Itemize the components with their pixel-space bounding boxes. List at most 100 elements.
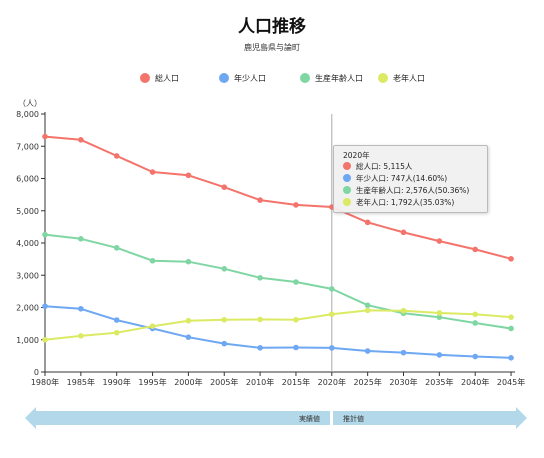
data-point-elderly xyxy=(364,307,371,314)
y-axis-label: （人） xyxy=(18,99,42,108)
data-point-elderly xyxy=(185,317,192,324)
data-point-young xyxy=(400,349,407,356)
legend-label-elderly: 老年人口 xyxy=(393,73,425,83)
data-point-working xyxy=(364,302,371,309)
series-line-working xyxy=(44,233,513,330)
data-point-young xyxy=(436,352,443,358)
x-tick-label: 1980年 xyxy=(31,377,59,387)
data-point-working xyxy=(472,320,479,326)
legend-label-working: 生産年齢人口 xyxy=(315,73,363,83)
tooltip-header: 2020年 xyxy=(343,151,370,160)
data-point-young xyxy=(364,348,371,354)
legend-item-total[interactable]: 総人口 xyxy=(140,72,179,84)
x-tick-label: 2000年 xyxy=(174,377,202,387)
actual-band-label: 実績値 xyxy=(299,415,320,423)
data-point-working xyxy=(113,245,120,251)
data-point-working xyxy=(329,286,335,292)
tooltip-text-total: 総人口: 5,115人 xyxy=(356,161,413,171)
actual-band-arrow xyxy=(25,407,330,429)
data-point-elderly xyxy=(400,307,407,314)
data-point-young xyxy=(472,353,479,360)
data-point-working xyxy=(293,279,299,285)
data-point-working xyxy=(436,314,443,320)
tooltip-text-working: 生産年齢人口: 2,576人(50.36%) xyxy=(356,185,470,195)
data-point-young xyxy=(508,355,514,361)
tooltip-row-working: 生産年齢人口: 2,576人(50.36%) xyxy=(343,185,469,195)
data-point-elderly xyxy=(42,336,48,343)
data-point-elderly xyxy=(436,310,443,316)
legend-label-total: 総人口 xyxy=(155,73,179,83)
data-point-young xyxy=(78,305,84,312)
x-tick-label: 1985年 xyxy=(67,377,95,387)
x-tick-label: 2025年 xyxy=(353,377,381,387)
y-tick-label: 2,000 xyxy=(16,304,39,313)
tooltip-marker-working xyxy=(343,186,351,194)
y-tick-label: 6,000 xyxy=(16,175,39,184)
data-point-young xyxy=(221,340,228,347)
y-tick-label: 0 xyxy=(34,368,39,377)
data-point-elderly xyxy=(472,311,479,318)
legend-marker-working xyxy=(300,73,310,83)
x-tick-label: 2030年 xyxy=(389,377,417,387)
legend: 総人口 年少人口 生産年齢人口 老年人口 xyxy=(0,72,544,86)
x-tick-label: 2015年 xyxy=(282,377,310,387)
data-point-elderly xyxy=(221,316,228,323)
data-point-total xyxy=(221,184,228,191)
data-point-elderly xyxy=(508,314,514,320)
data-point-elderly xyxy=(257,316,263,323)
tooltip-text-elderly: 老年人口: 1,792人(35.03%) xyxy=(356,197,455,207)
legend-item-young[interactable]: 年少人口 xyxy=(219,72,266,84)
data-point-working xyxy=(42,231,48,238)
data-point-total xyxy=(149,169,156,175)
chart-title: 人口推移 xyxy=(238,17,306,37)
data-point-working xyxy=(508,325,514,332)
series-line-young xyxy=(44,305,513,359)
data-point-elderly xyxy=(149,323,156,330)
data-point-elderly xyxy=(78,333,84,339)
series-line-total xyxy=(44,135,513,260)
projected-band-label: 推計値 xyxy=(343,415,364,423)
y-tick-label: 8,000 xyxy=(16,110,39,119)
data-point-working xyxy=(221,266,228,272)
data-point-working xyxy=(257,275,263,281)
tooltip-row-elderly: 老年人口: 1,792人(35.03%) xyxy=(343,197,454,207)
x-tick-label: 2010年 xyxy=(246,377,274,387)
data-point-total xyxy=(400,229,407,236)
data-point-elderly xyxy=(329,311,335,318)
y-tick-label: 7,000 xyxy=(16,142,39,151)
data-point-young xyxy=(42,303,48,310)
x-tick-label: 1990年 xyxy=(103,377,131,387)
legend-marker-total xyxy=(140,73,150,83)
data-point-elderly xyxy=(293,316,299,323)
tooltip-marker-total xyxy=(343,162,351,170)
x-tick-label: 1995年 xyxy=(138,377,166,387)
data-point-working xyxy=(149,257,156,264)
data-point-working xyxy=(185,258,192,265)
legend-label-young: 年少人口 xyxy=(234,73,266,83)
data-point-young xyxy=(257,345,263,351)
data-point-total xyxy=(436,238,443,244)
tooltip-marker-elderly xyxy=(343,198,351,206)
data-point-young xyxy=(113,317,120,323)
x-tick-label: 2045年 xyxy=(497,377,525,387)
tooltip-marker-young xyxy=(343,174,351,182)
tooltip-text-young: 年少人口: 747人(14.60%) xyxy=(356,173,448,183)
data-point-total xyxy=(508,256,514,262)
legend-item-working[interactable]: 生産年齢人口 xyxy=(300,72,363,84)
legend-item-elderly[interactable]: 老年人口 xyxy=(378,72,425,84)
chart-subtitle: 鹿児島県与論町 xyxy=(244,43,300,52)
data-point-elderly xyxy=(113,329,120,336)
data-point-young xyxy=(293,344,299,351)
data-point-working xyxy=(78,236,84,242)
y-tick-label: 4,000 xyxy=(16,239,39,248)
series-line-elderly xyxy=(44,309,513,341)
tooltip: 2020年 総人口: 5,115人 年少人口: 747人(14.60%) 生産年… xyxy=(333,145,488,213)
x-tick-label: 2005年 xyxy=(210,377,238,387)
data-point-total xyxy=(42,133,48,140)
data-point-total xyxy=(78,137,84,143)
legend-marker-young xyxy=(219,73,229,83)
data-point-total xyxy=(257,197,263,203)
data-point-total xyxy=(472,246,479,253)
data-point-young xyxy=(329,345,335,351)
